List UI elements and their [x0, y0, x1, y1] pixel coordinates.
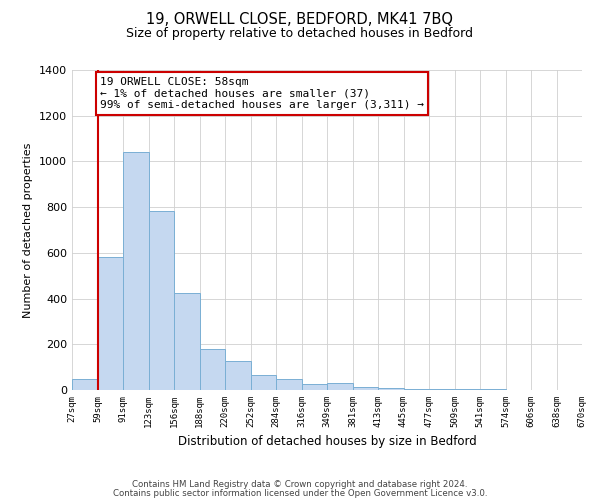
Text: Contains public sector information licensed under the Open Government Licence v3: Contains public sector information licen… — [113, 489, 487, 498]
Bar — [404, 389, 429, 390]
Bar — [251, 375, 276, 390]
Bar — [123, 152, 149, 390]
Bar — [327, 383, 353, 390]
Text: 19, ORWELL CLOSE, BEDFORD, MK41 7BQ: 19, ORWELL CLOSE, BEDFORD, MK41 7BQ — [146, 12, 454, 28]
Text: Contains HM Land Registry data © Crown copyright and database right 2024.: Contains HM Land Registry data © Crown c… — [132, 480, 468, 489]
Bar — [455, 389, 480, 390]
Bar — [199, 350, 225, 390]
Bar — [353, 386, 378, 390]
Bar — [225, 362, 251, 390]
Bar — [429, 389, 455, 390]
Bar — [276, 378, 302, 390]
Bar — [378, 388, 404, 390]
Bar — [149, 210, 174, 390]
Y-axis label: Number of detached properties: Number of detached properties — [23, 142, 34, 318]
Bar — [72, 378, 97, 390]
Bar — [302, 384, 327, 390]
X-axis label: Distribution of detached houses by size in Bedford: Distribution of detached houses by size … — [178, 436, 476, 448]
Text: Size of property relative to detached houses in Bedford: Size of property relative to detached ho… — [127, 28, 473, 40]
Bar — [97, 258, 123, 390]
Text: 19 ORWELL CLOSE: 58sqm
← 1% of detached houses are smaller (37)
99% of semi-deta: 19 ORWELL CLOSE: 58sqm ← 1% of detached … — [100, 77, 424, 110]
Bar — [174, 293, 199, 390]
